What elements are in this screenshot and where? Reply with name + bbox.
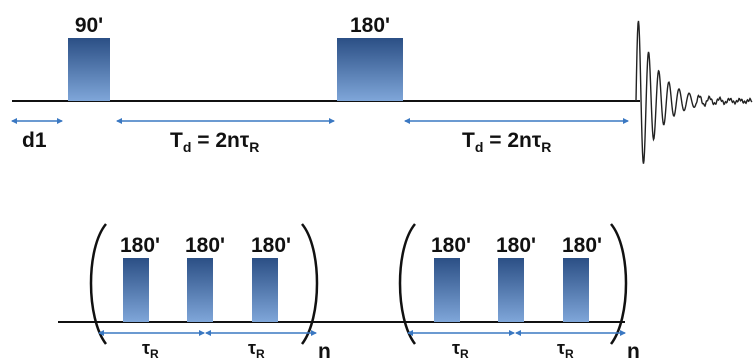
echo-2-tau-label-2: τR [557, 338, 574, 360]
echo-1-pulse-1-label: 180' [120, 234, 160, 257]
echo-1-pulse-2-label: 180' [185, 234, 225, 257]
pulse-90 [68, 38, 110, 101]
pulse-180 [337, 38, 403, 101]
echo-1-pulse-3 [252, 258, 278, 322]
echo-2-pulse-3-label: 180' [562, 234, 602, 257]
echo-train-1: 180' 180' 180' τR τR n [58, 223, 331, 360]
echo-1-repeat-label: n [318, 340, 331, 360]
delay-1-label: Td = 2nτR [170, 129, 259, 155]
delay-2-label: Td = 2nτR [462, 129, 551, 155]
echo-1-pulse-3-label: 180' [251, 234, 291, 257]
echo-1-pulse-1 [123, 258, 149, 322]
echo-2-pulse-2-label: 180' [496, 234, 536, 257]
right-bracket-2 [609, 223, 628, 345]
echo-2-repeat-label: n [627, 340, 640, 360]
echo-1-tau-label-2: τR [248, 338, 265, 360]
echo-2-pulse-1-label: 180' [431, 234, 471, 257]
right-bracket-1 [300, 223, 319, 345]
pulse-180-label: 180' [350, 14, 390, 37]
left-bracket-1 [89, 223, 108, 345]
echo-1-pulse-2 [187, 258, 213, 322]
fid-signal [635, 20, 753, 164]
top-sequence: 90' 180' d1 Td = 2nτR Td = 2nτR [11, 14, 753, 164]
echo-1-tau-label-1: τR [142, 338, 159, 360]
echo-2-pulse-2 [498, 258, 524, 322]
echo-2-pulse-1 [434, 258, 460, 322]
echo-train-2: 180' 180' 180' τR τR n [316, 223, 640, 360]
pulse-90-label: 90' [75, 14, 103, 37]
echo-2-pulse-3 [563, 258, 589, 322]
left-bracket-2 [398, 223, 417, 345]
echo-2-tau-label-1: τR [452, 338, 469, 360]
d1-label: d1 [22, 129, 47, 152]
